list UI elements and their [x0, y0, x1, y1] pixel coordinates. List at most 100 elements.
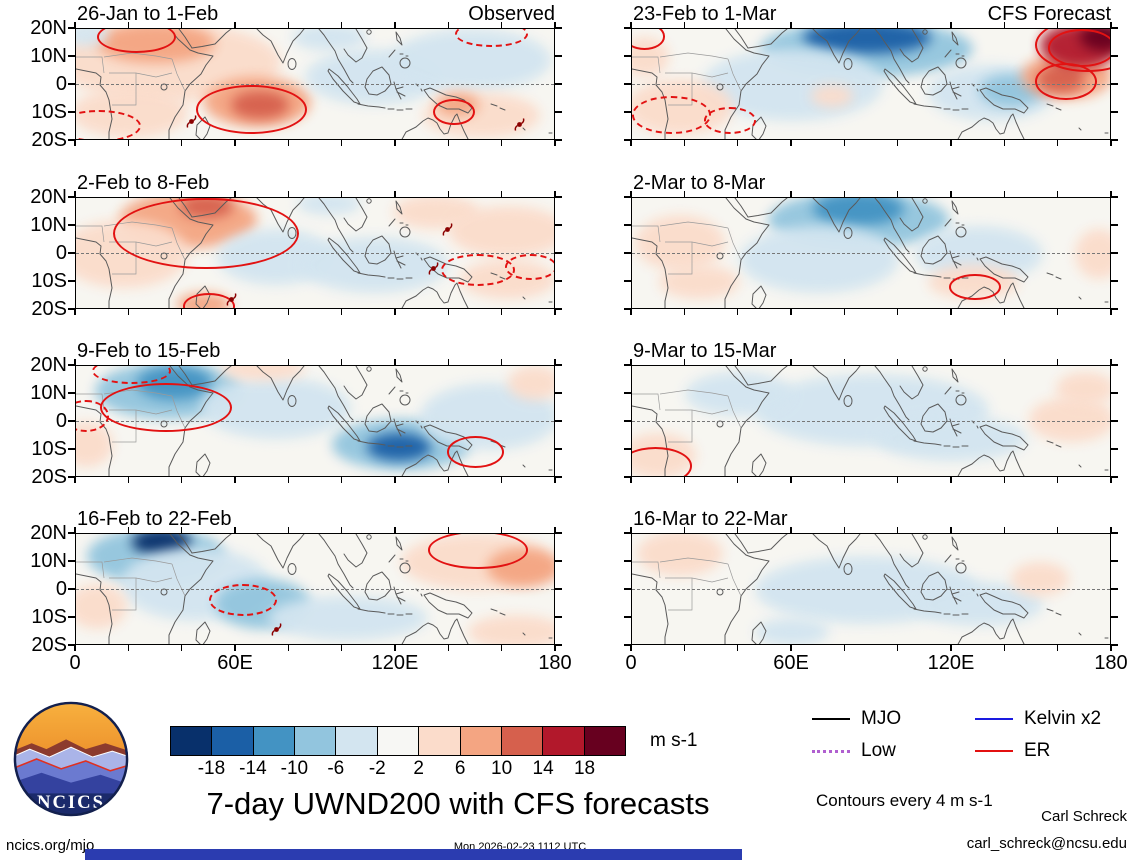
axis-tick [1111, 139, 1118, 141]
axis-tick [624, 644, 631, 646]
axis-tick [624, 392, 631, 394]
axis-label-lat: 0 [55, 578, 67, 600]
axis-label-lon: 180 [1094, 652, 1128, 674]
axis-tick [624, 280, 631, 282]
colorbar-tick-label: 18 [573, 758, 596, 779]
er-contour [76, 110, 142, 139]
axis-tick [624, 224, 631, 226]
axis-label-lat: 10S [31, 606, 67, 628]
axis-label-lon: 180 [538, 652, 572, 674]
axis-tick [68, 83, 75, 85]
contour-note: Contours every 4 m s-1 [816, 791, 993, 810]
axis-tick [74, 22, 76, 28]
panel-title: 16-Feb to 22-Feb [77, 508, 232, 530]
axis-tick [447, 645, 450, 651]
axis-label-lat: 0 [55, 410, 67, 432]
axis-tick [341, 645, 343, 651]
axis-tick [683, 359, 686, 365]
colorbar-units: m s-1 [650, 730, 698, 751]
equator-line [76, 84, 554, 85]
colorbar-segment [252, 727, 295, 755]
axis-tick [68, 139, 75, 141]
axis-tick [1003, 527, 1006, 533]
panel-corner-label: Observed [468, 3, 555, 25]
axis-tick [501, 527, 503, 533]
colorbar-tick-label: 2 [413, 758, 424, 779]
axis-tick [624, 532, 631, 534]
axis-tick [897, 22, 899, 28]
axis-tick [683, 477, 686, 483]
legend-label: Kelvin x2 [1024, 708, 1102, 729]
axis-tick [624, 308, 631, 310]
axis-label-lat: 10S [31, 270, 67, 292]
axis-tick [1111, 364, 1118, 366]
axis-tick [624, 252, 631, 254]
axis-tick [790, 309, 792, 315]
axis-tick [341, 477, 343, 483]
axis-tick [1111, 252, 1118, 254]
axis-tick [68, 448, 75, 450]
axis-label-lat: 10S [31, 438, 67, 460]
axis-tick [737, 140, 739, 146]
axis-tick [1003, 22, 1006, 28]
axis-tick [843, 140, 846, 146]
er-contour [632, 29, 666, 50]
er-contour [113, 198, 299, 270]
axis-tick [341, 359, 343, 365]
axis-tick [181, 309, 183, 315]
panel-title: 2-Feb to 8-Feb [77, 172, 210, 194]
legend: MJO Kelvin x2 Low ER [812, 703, 1135, 767]
axis-tick [181, 527, 183, 533]
map-area [75, 533, 555, 645]
colorbar-tick-label: -14 [239, 758, 267, 779]
axis-tick [843, 309, 846, 315]
axis-label-lon: 120E [371, 652, 419, 674]
legend-line [812, 718, 850, 720]
axis-tick [287, 140, 290, 146]
anomaly-shade [449, 206, 554, 257]
axis-tick [447, 22, 450, 28]
axis-tick [341, 191, 343, 197]
axis-tick [394, 22, 396, 28]
axis-tick [501, 140, 503, 146]
axis-tick [555, 27, 562, 29]
axis-tick [630, 309, 632, 315]
legend-label: ER [1024, 740, 1051, 761]
axis-tick [790, 645, 792, 651]
logo-text: NCICS [37, 792, 105, 813]
axis-tick [554, 359, 556, 365]
axis-tick [394, 191, 396, 197]
axis-tick [843, 527, 846, 533]
axis-tick [1003, 191, 1006, 197]
axis-tick [394, 527, 396, 533]
axis-label-lat: 0 [55, 73, 67, 95]
axis-tick [68, 560, 75, 562]
axis-tick [74, 140, 76, 146]
axis-tick [501, 645, 503, 651]
panel-title: 16-Mar to 22-Mar [633, 508, 788, 530]
colorbar-tick-label: -6 [327, 758, 345, 779]
axis-tick [68, 392, 75, 394]
axis-label-lon: 60E [773, 652, 809, 674]
axis-tick [555, 224, 562, 226]
axis-tick [394, 140, 396, 146]
map-area [631, 28, 1111, 140]
axis-tick [127, 22, 130, 28]
axis-tick [68, 196, 75, 198]
axis-tick [790, 359, 792, 365]
axis-tick [624, 139, 631, 141]
panel-title: 9-Mar to 15-Mar [633, 340, 777, 362]
axis-tick [447, 527, 450, 533]
er-contour [704, 107, 756, 134]
axis-tick [127, 191, 130, 197]
axis-tick [181, 645, 183, 651]
cyclone-icon [513, 118, 526, 131]
colorbar-segment [459, 727, 501, 755]
axis-tick [1111, 196, 1118, 198]
panel-title: 23-Feb to 1-Mar [633, 3, 777, 25]
axis-tick [287, 477, 290, 483]
map-area [75, 365, 555, 477]
axis-tick [1111, 27, 1118, 29]
equator-line [76, 421, 554, 422]
